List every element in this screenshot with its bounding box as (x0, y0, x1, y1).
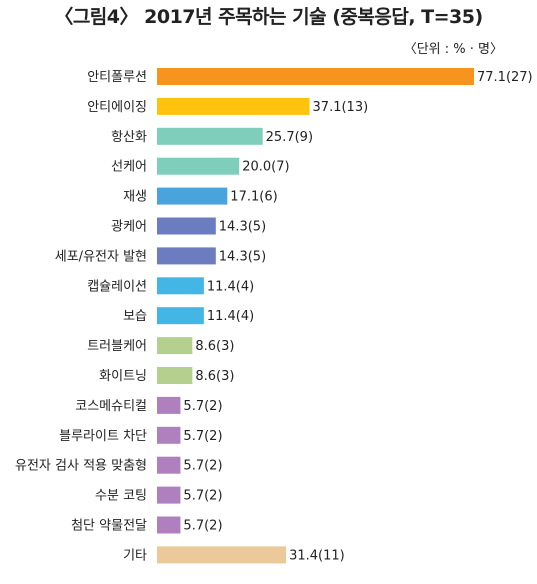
value-label: 37.1(13) (313, 100, 369, 115)
category-label: 항산화 (111, 130, 147, 145)
category-label: 세포/유전자 발현 (55, 249, 147, 264)
bar (157, 426, 181, 444)
category-label: 광케어 (111, 220, 147, 235)
chart-title: 〈그림4〉 2017년 주목하는 기술 (중복응답, T=35) (54, 6, 483, 28)
category-label: 안티폴루션 (87, 70, 147, 85)
value-label: 5.7(2) (183, 489, 222, 504)
category-label: 유전자 검사 적용 맞춤형 (15, 459, 147, 474)
bar (157, 456, 181, 474)
bar (157, 396, 181, 414)
value-label: 25.7(9) (266, 130, 313, 145)
unit-label: 〈단위 : % · 명〉 (403, 42, 503, 57)
value-label: 8.6(3) (195, 369, 234, 384)
category-label: 캡슐레이션 (87, 279, 147, 294)
category-label: 재생 (123, 190, 147, 205)
bar (157, 546, 287, 564)
bar (157, 217, 216, 235)
bar (157, 516, 181, 534)
bar (157, 127, 263, 145)
category-label: 수분 코팅 (95, 489, 147, 504)
category-label: 화이트닝 (99, 369, 147, 384)
value-label: 31.4(11) (289, 548, 345, 563)
value-label: 5.7(2) (183, 429, 222, 444)
value-label: 11.4(4) (207, 279, 254, 294)
category-label: 블루라이트 차단 (59, 429, 147, 444)
value-label: 8.6(3) (195, 339, 234, 354)
category-label: 선케어 (111, 160, 147, 175)
value-label: 77.1(27) (477, 70, 533, 85)
bar (157, 307, 204, 325)
bar (157, 367, 193, 384)
value-label: 14.3(5) (219, 220, 266, 235)
value-label: 11.4(4) (207, 309, 254, 324)
bar (157, 187, 228, 205)
value-label: 5.7(2) (183, 399, 222, 414)
value-label: 17.1(6) (230, 190, 277, 205)
bar (157, 486, 181, 504)
value-label: 5.7(2) (183, 459, 222, 474)
value-label: 14.3(5) (219, 249, 266, 264)
category-label: 기타 (123, 548, 147, 563)
value-label: 5.7(2) (183, 519, 222, 534)
bar (157, 97, 310, 115)
bar (157, 157, 240, 175)
bar (157, 68, 474, 85)
category-label: 트러블케어 (87, 339, 147, 354)
category-label: 안티에이징 (87, 100, 147, 115)
value-label: 20.0(7) (242, 160, 289, 175)
category-label: 첨단 약물전달 (71, 519, 147, 534)
bar (157, 247, 216, 265)
bar (157, 277, 204, 295)
category-label: 보습 (123, 309, 147, 324)
bar (157, 337, 193, 355)
category-label: 코스메슈티컬 (75, 399, 147, 414)
